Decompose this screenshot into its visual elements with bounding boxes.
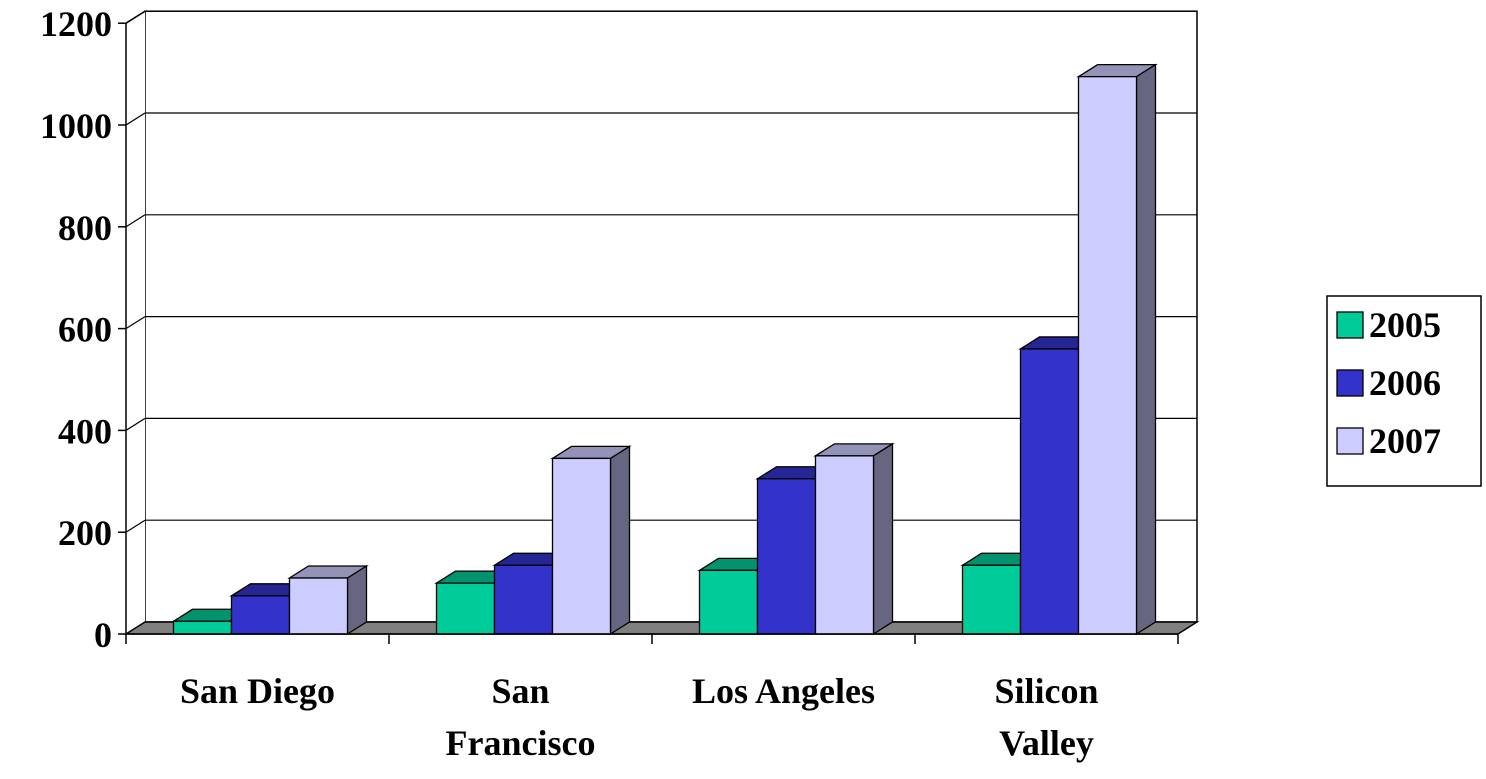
legend-swatch xyxy=(1336,369,1364,397)
x-tick-label-line: Valley xyxy=(999,723,1094,763)
bar-front xyxy=(551,457,612,635)
x-tick-label-line: San xyxy=(491,671,549,711)
y-tick-label: 200 xyxy=(58,513,112,553)
y-axis-top-edge xyxy=(125,10,146,24)
bar-front xyxy=(1019,348,1080,635)
bars xyxy=(171,63,1158,636)
x-tick-label-line: Francisco xyxy=(446,723,596,763)
y-tick-label: 400 xyxy=(58,411,112,451)
bar-side xyxy=(346,564,368,636)
axes xyxy=(118,10,1179,644)
bar xyxy=(287,564,369,636)
legend: 2005 2006 2007 xyxy=(1326,295,1482,487)
y-tick-label: 800 xyxy=(58,208,112,248)
bar-front xyxy=(288,577,349,635)
legend-label: 2005 xyxy=(1369,305,1441,345)
bar-front xyxy=(961,564,1022,635)
bar xyxy=(550,445,632,636)
legend-swatch xyxy=(1336,311,1364,339)
x-tick-label-line: Los Angeles xyxy=(692,671,875,711)
gridline-side xyxy=(125,316,146,330)
bar-front xyxy=(814,455,875,635)
bar xyxy=(813,442,895,636)
gridline-side xyxy=(125,214,146,228)
bar-front xyxy=(756,478,817,635)
x-tick-label: Los Angeles xyxy=(692,671,875,711)
bar-front xyxy=(493,564,554,635)
bar-side xyxy=(609,445,631,636)
bar-side xyxy=(1135,63,1157,636)
y-tick-labels: 0 200 400 600 800 1000 1200 xyxy=(40,4,112,655)
x-tick-label: San Diego xyxy=(180,671,335,711)
bar-front xyxy=(698,569,759,635)
legend-label: 2007 xyxy=(1369,421,1441,461)
bar-front xyxy=(1077,75,1138,635)
bar-side xyxy=(872,442,894,636)
gridline-side xyxy=(125,417,146,431)
x-tick-label: San Francisco xyxy=(446,671,596,763)
bar xyxy=(697,557,779,636)
gridline-side xyxy=(125,519,146,533)
y-tick-label: 600 xyxy=(58,310,112,350)
x-tick-label-line: San Diego xyxy=(180,671,335,711)
y-tick-label: 1200 xyxy=(40,4,112,44)
gridline-side xyxy=(125,112,146,126)
legend-label: 2006 xyxy=(1369,363,1441,403)
bar-front xyxy=(230,595,291,635)
bar-front xyxy=(435,582,496,635)
y-tick-label: 1000 xyxy=(40,106,112,146)
x-tick-labels: San Diego San Francisco Los Angeles Silicon V… xyxy=(180,671,1099,763)
bar-front xyxy=(172,620,233,635)
y-tick-label: 0 xyxy=(94,615,112,655)
bar xyxy=(1076,63,1158,636)
x-tick-label-line: Silicon xyxy=(994,671,1098,711)
x-tick-label: Silicon Valley xyxy=(994,671,1098,763)
legend-swatch xyxy=(1336,427,1364,455)
